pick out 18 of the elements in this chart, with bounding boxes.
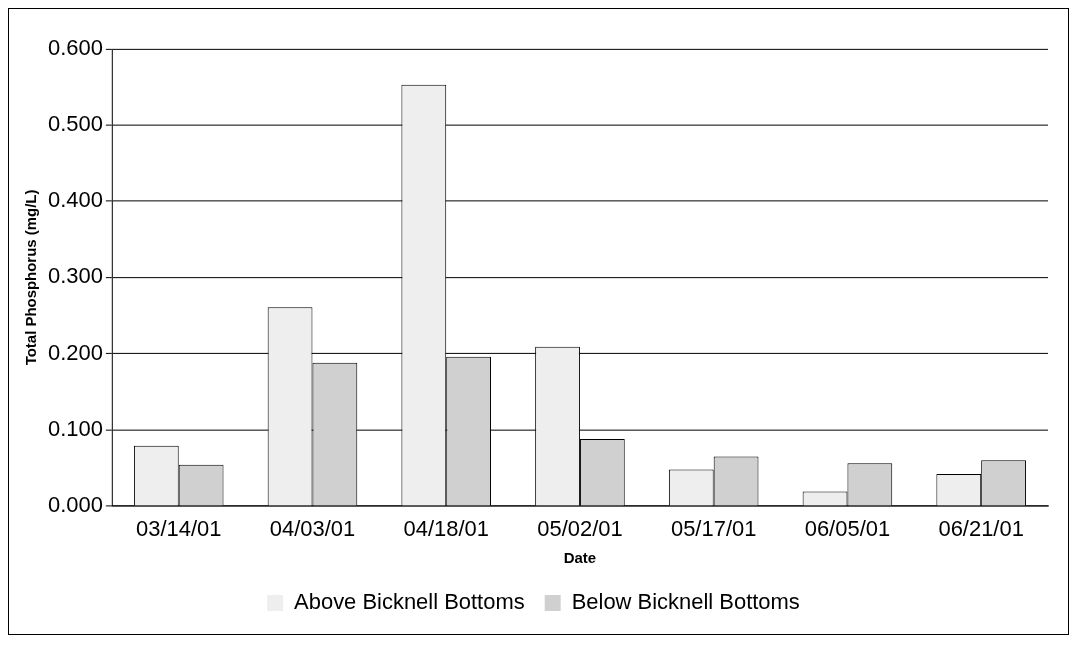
- y-tick-label: 0.300: [47, 263, 103, 289]
- y-tick-label: 0.200: [47, 339, 103, 365]
- y-axis-title: Total Phosphorus (mg/L): [22, 189, 40, 366]
- y-tick-label: 0.500: [47, 111, 103, 137]
- x-tick-label: 06/05/01: [804, 516, 891, 542]
- y-tick-label: 0.600: [47, 34, 103, 60]
- x-axis-title: Date: [563, 549, 597, 567]
- x-tick-label: 03/14/01: [136, 516, 222, 542]
- y-tick-label: 0.000: [47, 492, 103, 518]
- y-tick-label: 0.100: [47, 415, 103, 441]
- legend-label: Below Bicknell Bottoms: [571, 589, 800, 615]
- x-tick-label: 06/21/01: [938, 516, 1024, 542]
- legend-label: Above Bicknell Bottoms: [294, 589, 525, 615]
- x-tick-label: 04/03/01: [269, 516, 356, 542]
- x-tick-label: 04/18/01: [403, 516, 489, 542]
- y-tick-label: 0.400: [47, 187, 103, 213]
- x-tick-label: 05/17/01: [670, 516, 757, 542]
- x-tick-label: 05/02/01: [537, 516, 623, 542]
